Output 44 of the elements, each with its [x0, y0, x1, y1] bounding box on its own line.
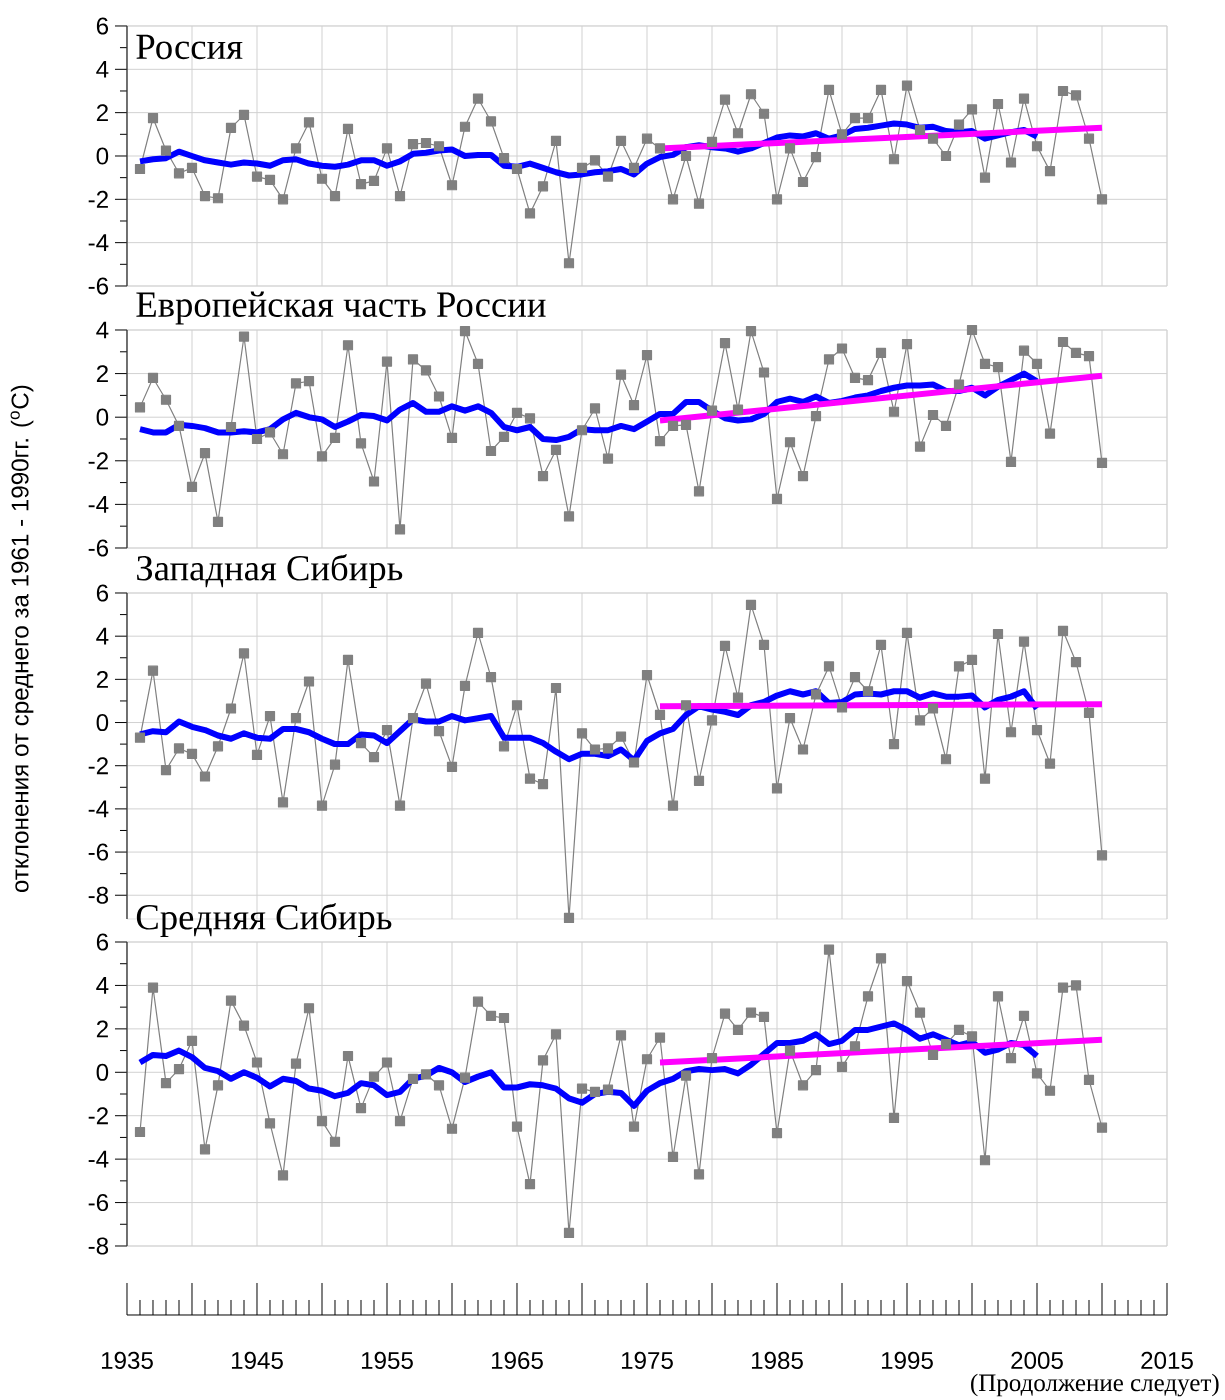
chart-title: Средняя Сибирь — [136, 902, 392, 938]
y-tick-label: -6 — [88, 1194, 109, 1212]
y-tick-label: -4 — [88, 1150, 109, 1168]
y-tick-label: -6 — [88, 539, 109, 557]
x-tick-label: 1965 — [491, 1351, 543, 1369]
y-tick-label: 0 — [96, 1063, 109, 1081]
x-tick-label: 1995 — [881, 1351, 933, 1369]
y-tick-label: -8 — [88, 886, 109, 904]
y-tick-label: -2 — [88, 1107, 108, 1125]
y-tick-label: 6 — [96, 933, 109, 951]
y-tick-label: 6 — [96, 584, 109, 602]
chart-title: Западная Сибирь — [137, 553, 403, 589]
y-tick-label: -6 — [88, 277, 109, 295]
y-tick-label: 4 — [96, 61, 109, 78]
x-tick-label: 1975 — [621, 1351, 673, 1369]
x-tick-label: 1945 — [231, 1351, 283, 1369]
y-tick-label: -4 — [88, 496, 109, 513]
x-tick-label: 1985 — [751, 1351, 803, 1369]
y-tick-label: -8 — [88, 1237, 109, 1255]
text: (Продолжение следует) — [971, 1373, 1219, 1397]
y-tick-label: 0 — [96, 147, 109, 165]
chart-title: Россия — [136, 34, 243, 60]
x-tick-label: 2005 — [1011, 1351, 1063, 1369]
y-tick-label: 2 — [96, 365, 108, 383]
y-tick-label: -4 — [88, 800, 109, 818]
y-tick-label: 2 — [96, 104, 108, 122]
y-tick-label: 0 — [96, 408, 109, 426]
y-axis-title: отклонения от среднего за 1961 - 1990гг. ($^{o}$C) — [10, 385, 34, 893]
y-tick-label: 2 — [96, 1020, 108, 1038]
y-tick-label: 0 — [96, 713, 109, 732]
y-tick-label: 6 — [96, 17, 109, 35]
x-tick-label: 2015 — [1141, 1351, 1193, 1369]
y-tick-label: -2 — [88, 190, 108, 208]
x-tick-label: 1955 — [361, 1351, 413, 1369]
chart-title: Европейская часть России — [136, 291, 546, 325]
y-tick-label: 4 — [96, 627, 109, 645]
y-tick-label: -4 — [88, 234, 109, 251]
y-tick-label: -2 — [88, 452, 108, 470]
y-tick-label: -6 — [88, 843, 109, 861]
y-tick-label: 2 — [96, 670, 108, 688]
y-tick-label: -2 — [88, 757, 108, 775]
y-tick-label: 4 — [96, 977, 109, 994]
x-tick-label: 1935 — [101, 1351, 153, 1369]
y-tick-label: 4 — [96, 321, 109, 339]
